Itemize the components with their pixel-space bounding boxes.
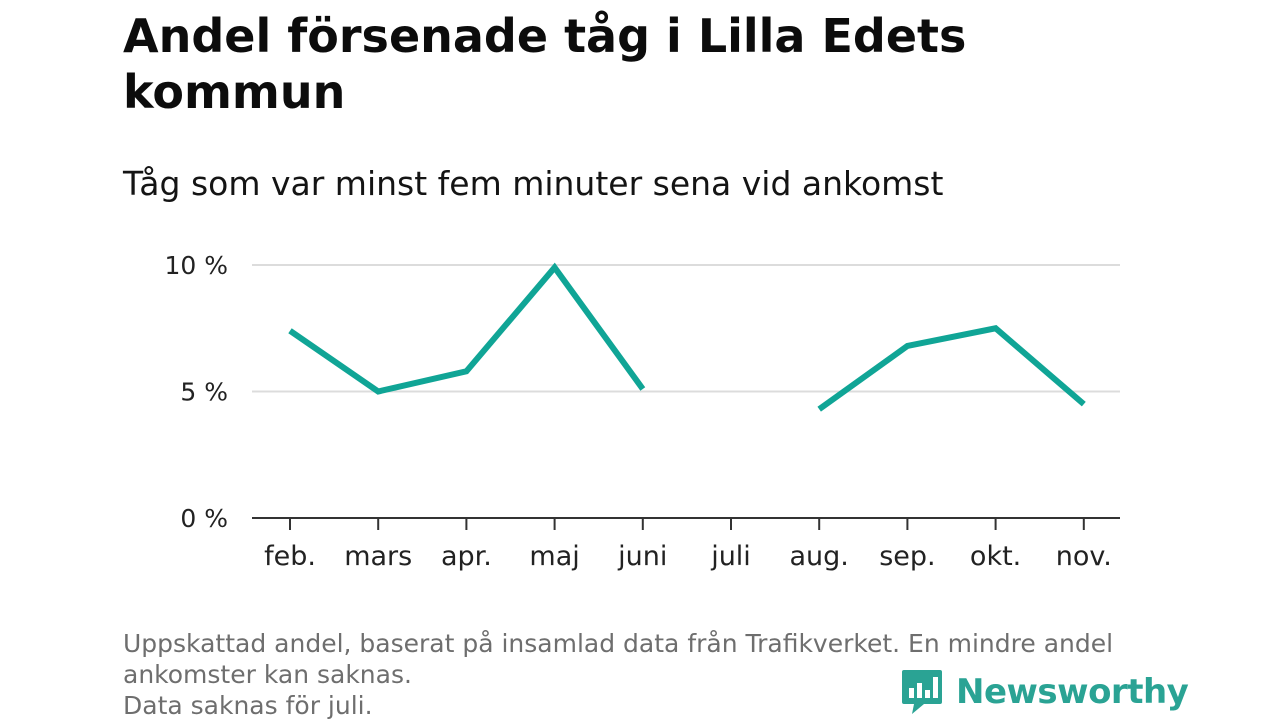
y-tick-label: 5 % [180,378,228,407]
x-tick-label: feb. [264,541,316,572]
chart-title: Andel försenade tåg i Lilla Edets kommun [123,9,967,119]
bar-chart-speech-bubble-icon [902,670,942,714]
series-line-segment-1 [288,262,646,395]
x-tick-label: sep. [879,541,935,572]
x-tick-label: okt. [970,541,1021,572]
footnote-line-2: ankomster kan saknas. [123,660,412,689]
line-chart: 0 % 5 % 10 % feb. mars apr. maj juni juli aug. sep… [164,251,1120,572]
series-line-segment-2 [817,325,1086,412]
x-tick-label: nov. [1056,541,1112,572]
newsworthy-logo: Newsworthy [900,668,1189,716]
x-tick-label: mars [344,541,412,572]
x-tick-label: maj [529,541,579,572]
y-tick-label: 10 % [164,251,228,280]
footnote: Uppskattad andel, baserat på insamlad da… [123,628,1163,721]
x-tick-label: apr. [441,541,492,572]
footnote-line-1: Uppskattad andel, baserat på insamlad da… [123,629,1114,658]
footnote-line-3: Data saknas för juli. [123,691,373,720]
x-tick-label: aug. [790,541,849,572]
y-tick-label: 0 % [180,504,228,533]
brand-name: Newsworthy [956,672,1189,712]
chart-subtitle: Tåg som var minst fem minuter sena vid a… [123,164,944,203]
x-tick-label: juni [617,541,667,572]
x-tick-label: juli [710,541,751,572]
